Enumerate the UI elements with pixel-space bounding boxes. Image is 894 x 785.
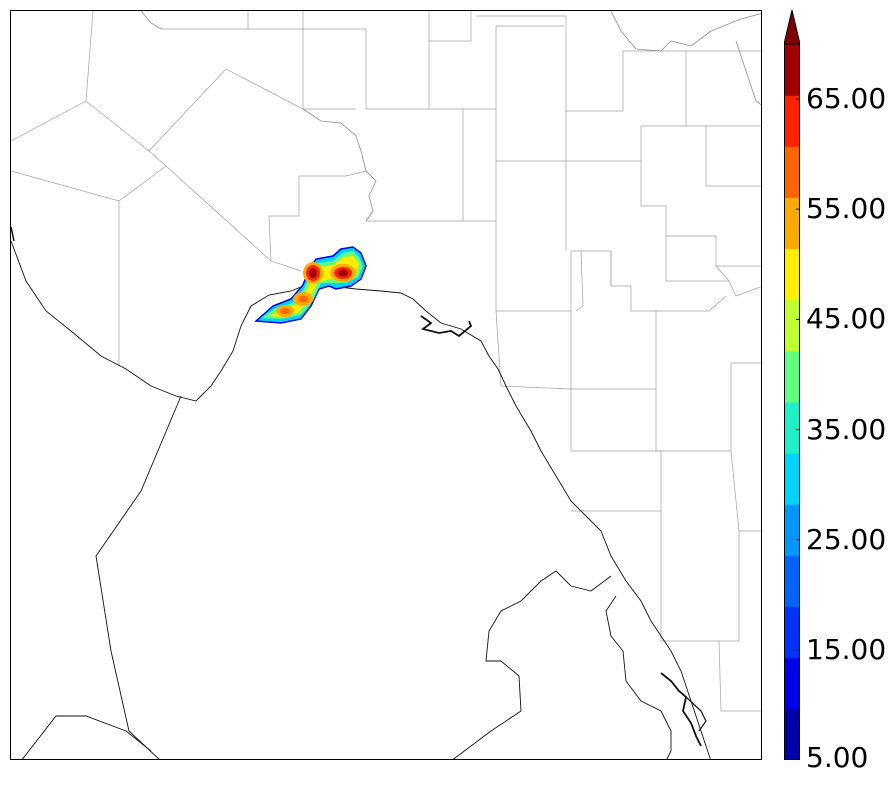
colorbar-segment [784,402,800,454]
colorbar-tick-label: 15.00 [806,632,887,666]
colorbar-tick-label: 5.00 [806,741,869,774]
colorbar-segment [784,606,800,659]
colorbar-segment [784,555,800,608]
colorbar-tick-label: 35.00 [806,412,887,446]
colorbar-segment [784,197,800,250]
colorbar-tick-label: 45.00 [806,302,887,336]
colorbar-outline [784,43,800,760]
colorbar-segment [784,350,800,403]
colorbar-segment [784,453,800,505]
border-lines [11,226,711,759]
colorbar-segment [784,44,800,96]
reflectivity-cells [254,246,367,324]
colorbar-segment [784,504,800,556]
map-svg [11,11,761,759]
colorbar-segment [784,299,800,352]
colorbar-segment [784,248,800,301]
county-lines [11,11,761,712]
colorbar-segment [784,146,800,198]
colorbar [784,10,800,760]
colorbar-segment [784,657,800,710]
map-panel [10,10,762,760]
colorbar-extend-arrow [784,10,800,45]
river-lines [140,11,761,222]
colorbar-segment [784,708,800,760]
colorbar-tick-label: 25.00 [806,522,887,556]
colorbar-tick-label: 65.00 [806,82,887,116]
colorbar-tick-label: 55.00 [806,192,887,226]
colorbar-segment [784,95,800,147]
